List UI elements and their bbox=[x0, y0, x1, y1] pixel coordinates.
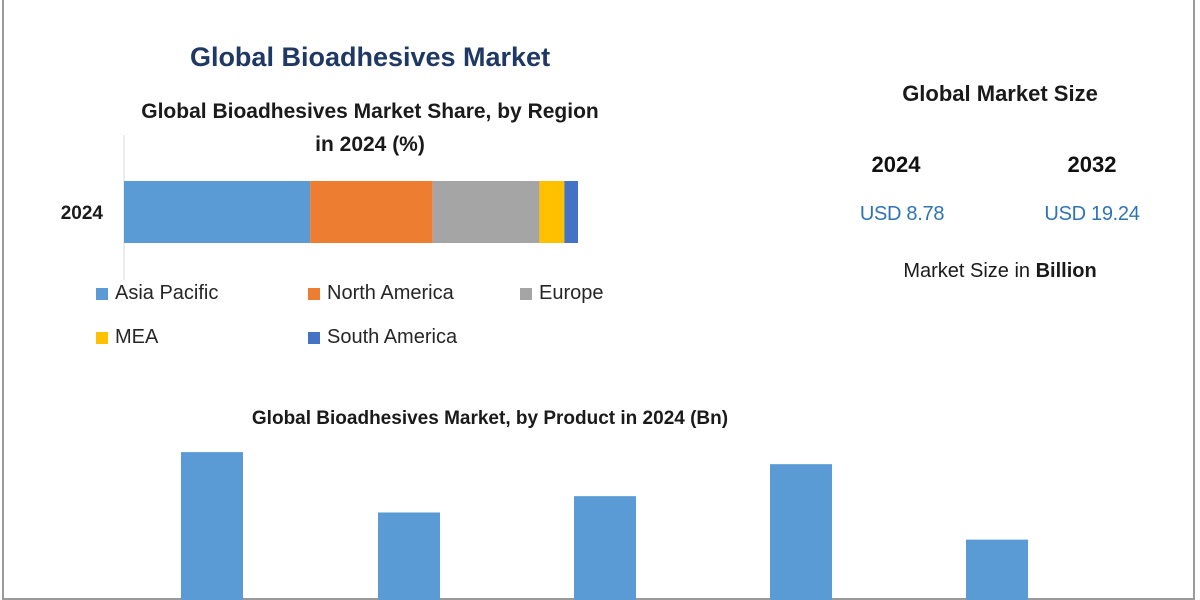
region-bar-segment-south-america bbox=[564, 181, 578, 243]
product-bar-5 bbox=[966, 539, 1028, 600]
region-bar-segment-europe bbox=[432, 181, 540, 243]
market-size-title: Global Market Size bbox=[902, 81, 1098, 106]
legend-label: South America bbox=[327, 326, 458, 348]
legend-swatch bbox=[96, 331, 108, 344]
legend-swatch bbox=[520, 287, 532, 300]
product-bar-1 bbox=[181, 452, 243, 600]
market-size-note: Market Size in Billion bbox=[850, 260, 1150, 283]
legend-item-south-america: South America bbox=[308, 326, 457, 349]
region-bar-segment-mea bbox=[539, 181, 565, 243]
product-bar-4 bbox=[770, 464, 832, 600]
legend-item-asia-pacific: Asia Pacific bbox=[96, 282, 218, 305]
legend-label: North America bbox=[327, 282, 454, 304]
region-legend: Asia Pacific North America Europe MEA South … bbox=[96, 282, 656, 362]
region-bar-segment-north-america bbox=[310, 181, 433, 243]
page-title: Global Bioadhesives Market bbox=[189, 42, 551, 72]
legend-swatch bbox=[308, 287, 320, 300]
legend-item-mea: MEA bbox=[96, 326, 158, 349]
product-chart-title: Global Bioadhesives Market, by Product i… bbox=[251, 408, 729, 429]
market-size-note-prefix: Market Size in bbox=[903, 260, 1036, 282]
legend-label: Asia Pacific bbox=[115, 282, 219, 304]
legend-item-europe: Europe bbox=[520, 282, 604, 305]
legend-label: MEA bbox=[115, 326, 159, 348]
region-category-label: 2024 bbox=[61, 203, 104, 224]
product-bar-3 bbox=[574, 496, 636, 600]
legend-item-north-america: North America bbox=[308, 282, 454, 305]
market-size-year-2032: 2032 bbox=[1067, 152, 1117, 177]
legend-swatch bbox=[96, 287, 108, 300]
legend-label: Europe bbox=[539, 282, 604, 304]
market-size-year-2024: 2024 bbox=[871, 152, 921, 177]
product-bar-2 bbox=[378, 512, 440, 600]
region-bar-segment-asia-pacific bbox=[124, 181, 311, 243]
region-share-chart-title: Global Bioadhesives Market Share, by Reg… bbox=[141, 100, 599, 156]
legend-swatch bbox=[308, 331, 320, 344]
market-size-note-unit: Billion bbox=[1035, 260, 1097, 282]
market-size-value-2024: USD 8.78 bbox=[859, 203, 945, 225]
market-size-value-2032: USD 19.24 bbox=[1044, 203, 1140, 225]
